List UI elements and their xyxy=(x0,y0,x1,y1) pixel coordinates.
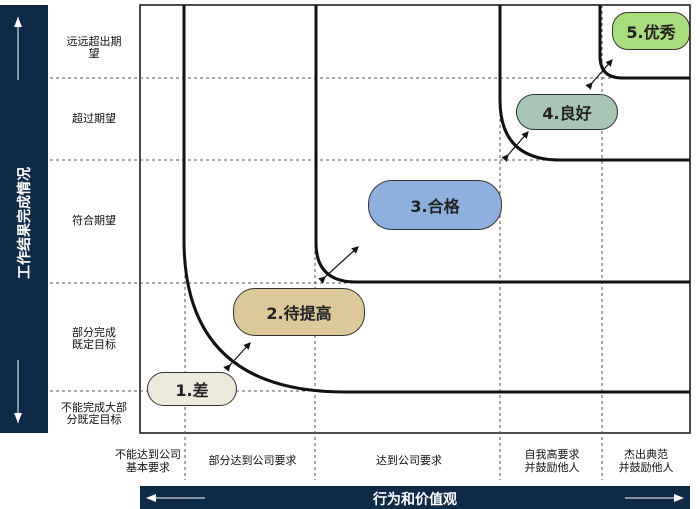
x-axis-bar: 行为和价值观 xyxy=(140,486,690,509)
column-label-partial: 部分达到公司要求 xyxy=(208,454,297,467)
level-pill-4: 4.良好 xyxy=(516,94,618,130)
column-label-self-driven: 自我高要求 并鼓励他人 xyxy=(524,448,580,474)
arrow-1-2 xyxy=(223,342,251,372)
level-pill-3: 3.合格 xyxy=(368,180,502,230)
level-pill-2: 2.待提高 xyxy=(233,288,365,336)
arrow-2-3 xyxy=(318,246,359,284)
level-pill-5: 5.优秀 xyxy=(612,12,690,50)
arrow-3-4 xyxy=(501,131,529,162)
column-label-below-basic: 不能达到公司 基本要求 xyxy=(115,448,181,474)
level-arrows xyxy=(223,59,613,372)
level-label-4: 4.良好 xyxy=(542,104,592,123)
arrow-4-5 xyxy=(585,59,613,90)
y-axis-bar: 工作结果完成情况 xyxy=(0,5,48,433)
level-label-3: 3.合格 xyxy=(410,197,460,216)
row-label-exceeds: 超过期望 xyxy=(72,112,116,125)
row-label-fails: 不能完成大部 分既定目标 xyxy=(61,401,127,426)
row-label-far-exceeds: 远远超出期 望 xyxy=(66,35,122,60)
column-label-exemplary: 杰出典范 并鼓励他人 xyxy=(618,448,674,474)
row-label-meets: 符合期望 xyxy=(72,214,116,227)
level-label-1: 1.差 xyxy=(175,381,209,400)
level-label-2: 2.待提高 xyxy=(266,304,332,323)
row-label-partial: 部分完成 既定目标 xyxy=(72,326,116,351)
x-axis-arrows xyxy=(146,494,684,502)
y-axis-title: 工作结果完成情况 xyxy=(17,167,33,279)
level-pill-1: 1.差 xyxy=(147,372,237,406)
x-axis-title: 行为和价值观 xyxy=(373,492,457,508)
level-label-5: 5.优秀 xyxy=(626,23,676,42)
y-axis-arrows xyxy=(14,17,22,423)
column-label-meets: 达到公司要求 xyxy=(376,454,442,467)
